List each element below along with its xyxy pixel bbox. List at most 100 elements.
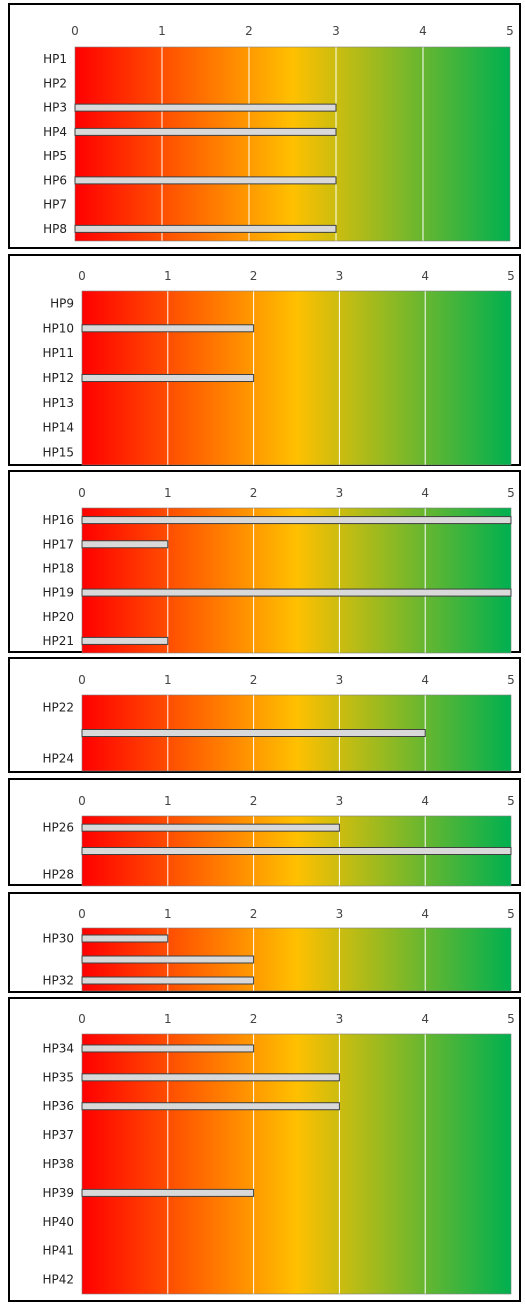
bar — [81, 636, 169, 645]
chart-svg: 0 1 2 3 4 5 HP9 HP10 HP11 HP12 HP13 HP14 HP15 — [42, 269, 515, 466]
category-label: HP26 — [42, 821, 74, 835]
x-tick-label: 5 — [507, 1012, 515, 1026]
x-tick-label: 5 — [506, 24, 514, 38]
x-tick-label: 2 — [250, 1012, 258, 1026]
chart-svg: 0 1 2 3 4 5 HP16 HP17 HP18 HP19 HP20 HP21 — [42, 486, 515, 654]
category-label: HP41 — [42, 1244, 74, 1258]
x-tick-label: 3 — [336, 794, 344, 808]
bar — [74, 224, 337, 233]
x-tick-label: 0 — [78, 673, 86, 687]
x-tick-label: 0 — [78, 1012, 86, 1026]
x-tick-label: 1 — [164, 794, 172, 808]
bar — [81, 374, 255, 382]
category-label: HP32 — [42, 974, 74, 988]
x-tick-label: 0 — [78, 794, 86, 808]
bar — [81, 955, 255, 964]
chart-svg: 0 1 2 3 4 5 HP22 HP24 — [42, 673, 515, 772]
category-label: HP28 — [42, 867, 74, 881]
x-tick-label: 1 — [164, 673, 172, 687]
category-label: HP3 — [43, 101, 67, 115]
category-label: HP9 — [50, 296, 74, 310]
chart-panel-7: 0 1 2 3 4 5 HP34 HP35 HP36 HP37 HP38 HP39 HP40 HP41 HP… — [8, 997, 521, 1302]
category-label: HP24 — [42, 751, 74, 765]
x-tick-label: 1 — [158, 24, 166, 38]
x-tick-label: 3 — [336, 1012, 344, 1026]
category-label: HP8 — [43, 222, 67, 236]
x-tick-label: 1 — [164, 269, 172, 283]
bar — [74, 176, 337, 185]
plot-border — [81, 1033, 512, 1295]
x-tick-label: 4 — [419, 24, 427, 38]
bar — [81, 540, 169, 549]
bar — [81, 1102, 340, 1111]
category-label: HP10 — [42, 321, 74, 335]
category-label: HP4 — [43, 125, 67, 139]
bar — [74, 103, 337, 112]
category-label: HP38 — [42, 1157, 74, 1171]
x-tick-label: 2 — [250, 673, 258, 687]
category-label: HP36 — [42, 1099, 74, 1113]
x-tick-label: 1 — [164, 907, 172, 921]
category-label: HP21 — [42, 634, 74, 648]
x-tick-label: 3 — [336, 486, 344, 500]
bar — [81, 823, 340, 832]
x-tick-label: 5 — [507, 907, 515, 921]
x-tick-label: 4 — [421, 794, 429, 808]
category-label: HP2 — [43, 76, 67, 90]
chart-panel-3: 0 1 2 3 4 5 HP16 HP17 HP18 HP19 HP20 HP21 — [8, 470, 521, 654]
x-tick-label: 4 — [421, 486, 429, 500]
x-tick-label: 2 — [250, 269, 258, 283]
plot-area — [82, 508, 511, 653]
plot-area — [82, 1034, 511, 1294]
x-tick-label: 0 — [78, 269, 86, 283]
x-tick-label: 4 — [421, 907, 429, 921]
x-tick-label: 5 — [507, 794, 515, 808]
x-tick-label: 5 — [507, 486, 515, 500]
bar — [81, 847, 512, 855]
x-tick-label: 5 — [507, 269, 515, 283]
category-label: HP42 — [42, 1273, 74, 1287]
category-label: HP35 — [42, 1070, 74, 1084]
x-tick-label: 3 — [332, 24, 340, 38]
x-tick-label: 2 — [245, 24, 253, 38]
category-label: HP39 — [42, 1186, 74, 1200]
category-label: HP15 — [42, 446, 74, 460]
category-label: HP7 — [43, 198, 67, 212]
chart-panel-4: 0 1 2 3 4 5 HP22 HP24 — [8, 657, 521, 773]
category-label: HP30 — [42, 932, 74, 946]
category-label: HP11 — [42, 346, 74, 360]
x-tick-label: 0 — [78, 486, 86, 500]
chart-svg: 0 1 2 3 4 5 HP1 HP2 HP3 HP4 HP5 HP6 HP7 HP8 — [43, 24, 514, 242]
x-tick-label: 2 — [250, 794, 258, 808]
x-tick-label: 4 — [421, 673, 429, 687]
category-label: HP34 — [42, 1041, 74, 1055]
category-label: HP40 — [42, 1215, 74, 1229]
x-tick-label: 1 — [164, 1012, 172, 1026]
category-label: HP17 — [42, 537, 74, 551]
x-tick-label: 4 — [421, 269, 429, 283]
chart-svg: 0 1 2 3 4 5 HP30 HP32 — [42, 907, 515, 992]
category-label: HP1 — [43, 52, 67, 66]
bar — [81, 934, 169, 943]
chart-svg: 0 1 2 3 4 5 HP34 HP35 HP36 HP37 HP38 HP39 HP40 HP41 HP… — [42, 1012, 515, 1295]
bar — [81, 516, 512, 525]
chart-panel-1: 0 1 2 3 4 5 HP1 HP2 HP3 HP4 HP5 HP6 HP7 HP8 — [8, 3, 521, 249]
plot-area — [75, 47, 510, 241]
x-tick-label: 0 — [71, 24, 79, 38]
x-tick-label: 3 — [336, 673, 344, 687]
category-label: HP22 — [42, 701, 74, 715]
bar — [81, 1073, 340, 1082]
bar — [81, 588, 512, 597]
chart-panel-2: 0 1 2 3 4 5 HP9 HP10 HP11 HP12 HP13 HP14 HP15 — [8, 254, 521, 466]
category-label: HP16 — [42, 513, 74, 527]
x-tick-label: 2 — [250, 907, 258, 921]
x-tick-label: 3 — [336, 269, 344, 283]
x-tick-label: 2 — [250, 486, 258, 500]
bar — [81, 729, 426, 737]
category-label: HP14 — [42, 421, 74, 435]
x-tick-label: 4 — [421, 1012, 429, 1026]
category-label: HP13 — [42, 396, 74, 410]
bar — [81, 976, 255, 985]
category-label: HP19 — [42, 586, 74, 600]
category-label: HP18 — [42, 561, 74, 575]
